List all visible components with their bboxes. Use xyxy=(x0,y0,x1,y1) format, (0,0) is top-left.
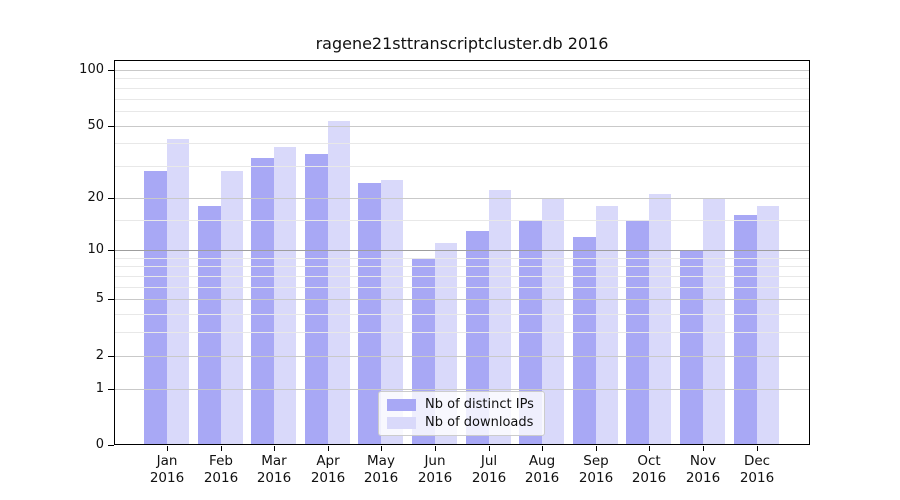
bar-sep-distinct-ips xyxy=(573,237,596,444)
bar-aug-downloads xyxy=(542,198,564,444)
y-tick-label-5: 5 xyxy=(95,291,104,306)
x-tick-label-jul: Jul 2016 xyxy=(471,453,507,486)
bar-may-downloads xyxy=(381,180,403,444)
y-tick-mark-5 xyxy=(108,299,114,300)
major-gridline-2 xyxy=(115,356,809,357)
legend-swatch-downloads xyxy=(387,416,416,429)
y-tick-label-100: 100 xyxy=(79,62,104,77)
y-tick-label-0: 0 xyxy=(95,437,104,452)
y-tick-label-2: 2 xyxy=(95,348,104,363)
x-tick-mark-apr xyxy=(328,446,329,451)
legend-label-downloads: Nb of downloads xyxy=(425,415,534,430)
y-tick-mark-20 xyxy=(108,198,114,199)
x-tick-mark-feb xyxy=(221,446,222,451)
bar-jan-distinct-ips xyxy=(144,171,167,444)
bar-dec-downloads xyxy=(757,206,779,444)
minor-gridline-8 xyxy=(115,266,809,267)
minor-gridline-90 xyxy=(115,78,809,79)
x-tick-label-nov: Nov 2016 xyxy=(685,453,721,486)
y-tick-mark-1 xyxy=(108,389,114,390)
y-tick-mark-10 xyxy=(108,250,114,251)
minor-gridline-30 xyxy=(115,166,809,167)
chart-legend: Nb of distinct IPs Nb of downloads xyxy=(378,391,545,436)
bar-may-distinct-ips xyxy=(358,183,381,444)
x-tick-label-mar: Mar 2016 xyxy=(256,453,292,486)
bar-mar-distinct-ips xyxy=(251,158,274,444)
minor-gridline-4 xyxy=(115,314,809,315)
major-gridline-20 xyxy=(115,198,809,199)
x-tick-mark-aug xyxy=(542,446,543,451)
bar-mar-downloads xyxy=(274,147,296,444)
minor-gridline-9 xyxy=(115,258,809,259)
minor-gridline-6 xyxy=(115,287,809,288)
minor-gridline-7 xyxy=(115,276,809,277)
bar-jul-distinct-ips xyxy=(466,231,489,444)
x-tick-mark-nov xyxy=(703,446,704,451)
minor-gridline-70 xyxy=(115,99,809,100)
x-tick-mark-jan xyxy=(167,446,168,451)
major-gridline-1 xyxy=(115,389,809,390)
x-tick-label-dec: Dec 2016 xyxy=(739,453,775,486)
x-tick-label-oct: Oct 2016 xyxy=(631,453,667,486)
chart-title: ragene21sttranscriptcluster.db 2016 xyxy=(315,34,609,53)
y-tick-label-1: 1 xyxy=(95,381,104,396)
x-tick-label-may: May 2016 xyxy=(363,453,399,486)
legend-swatch-distinct-ips xyxy=(387,398,416,411)
major-gridline-50 xyxy=(115,126,809,127)
legend-row-distinct-ips: Nb of distinct IPs xyxy=(387,397,534,412)
legend-row-downloads: Nb of downloads xyxy=(387,415,534,430)
x-tick-label-aug: Aug 2016 xyxy=(524,453,560,486)
bar-feb-downloads xyxy=(221,171,243,444)
x-tick-label-apr: Apr 2016 xyxy=(310,453,346,486)
x-tick-label-feb: Feb 2016 xyxy=(203,453,239,486)
minor-gridline-80 xyxy=(115,88,809,89)
bar-jan-downloads xyxy=(167,139,189,444)
legend-label-distinct-ips: Nb of distinct IPs xyxy=(425,397,534,412)
bar-nov-downloads xyxy=(703,198,725,444)
y-tick-mark-0 xyxy=(108,445,114,446)
x-tick-label-jun: Jun 2016 xyxy=(417,453,453,486)
y-tick-mark-50 xyxy=(108,126,114,127)
bar-oct-downloads xyxy=(649,194,671,444)
y-tick-mark-2 xyxy=(108,356,114,357)
x-tick-mark-sep xyxy=(596,446,597,451)
bar-feb-distinct-ips xyxy=(198,206,221,444)
bar-sep-downloads xyxy=(596,206,618,444)
major-gridline-100 xyxy=(115,70,809,71)
x-tick-mark-may xyxy=(381,446,382,451)
y-tick-label-10: 10 xyxy=(87,242,104,257)
y-tick-label-50: 50 xyxy=(87,118,104,133)
x-tick-mark-jul xyxy=(489,446,490,451)
minor-gridline-40 xyxy=(115,143,809,144)
bar-apr-downloads xyxy=(328,121,350,444)
x-tick-label-jan: Jan 2016 xyxy=(149,453,185,486)
bar-jul-downloads xyxy=(489,190,511,444)
plot-area xyxy=(114,60,810,445)
bar-nov-distinct-ips xyxy=(680,250,703,444)
minor-gridline-15 xyxy=(115,220,809,221)
minor-gridline-3 xyxy=(115,332,809,333)
major-gridline-5 xyxy=(115,299,809,300)
x-tick-mark-mar xyxy=(274,446,275,451)
bar-dec-distinct-ips xyxy=(734,215,757,444)
y-tick-mark-100 xyxy=(108,70,114,71)
x-tick-mark-oct xyxy=(649,446,650,451)
minor-gridline-60 xyxy=(115,111,809,112)
x-tick-label-sep: Sep 2016 xyxy=(578,453,614,486)
major-gridline-10 xyxy=(115,250,809,251)
x-tick-mark-dec xyxy=(757,446,758,451)
y-tick-label-20: 20 xyxy=(87,190,104,205)
x-tick-mark-jun xyxy=(435,446,436,451)
